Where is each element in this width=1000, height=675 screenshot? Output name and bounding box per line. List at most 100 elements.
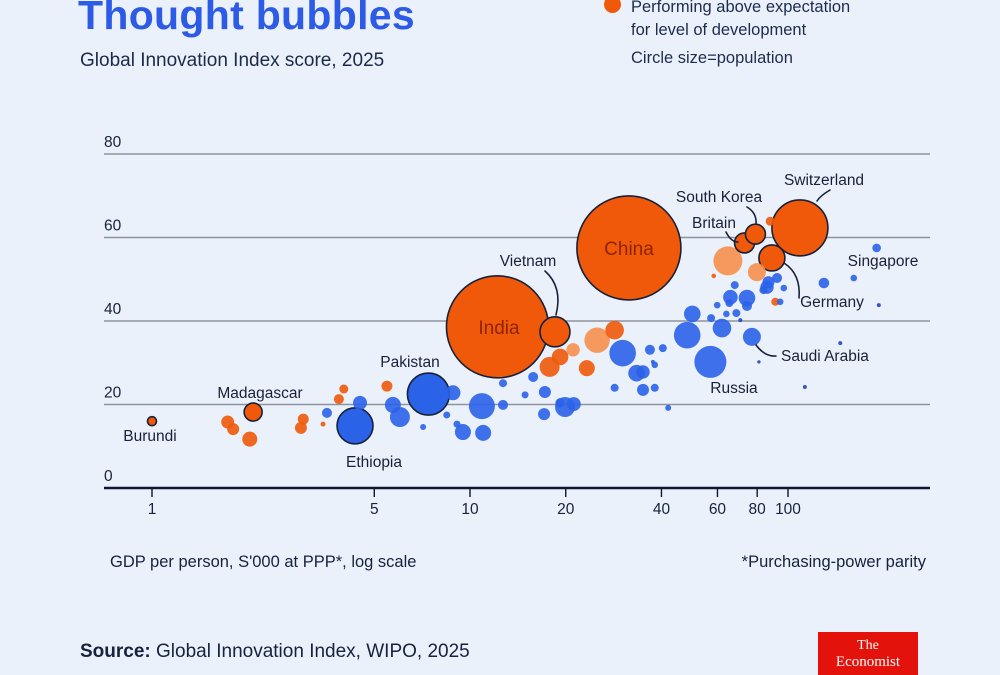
- bubble-burundi: [146, 415, 158, 427]
- source-prefix: Source:: [80, 641, 151, 662]
- ppp-footnote: *Purchasing-power parity: [741, 553, 926, 571]
- legend-label-line1: Performing above expectation: [631, 0, 851, 16]
- bubble-country: [242, 431, 258, 447]
- bubble-country: [730, 281, 739, 290]
- country-label-india: India: [478, 318, 520, 339]
- bubble-china: [576, 195, 682, 301]
- bubble-country: [339, 384, 349, 394]
- x-tick-label-40: 40: [653, 501, 671, 518]
- bubble-country: [538, 385, 551, 398]
- x-tick-label-20: 20: [557, 501, 575, 518]
- bubble-country: [759, 286, 768, 295]
- bubble-country: [673, 321, 701, 349]
- y-tick-label-0: 0: [104, 468, 113, 485]
- y-tick-label-80: 80: [104, 134, 122, 151]
- economist-logo-line1: The: [857, 638, 879, 653]
- bubble-country: [498, 399, 509, 410]
- bubble-ethiopia: [336, 406, 374, 445]
- bubble-country: [802, 384, 807, 389]
- bubble-saudi-arabia: [742, 327, 761, 346]
- bubble-country: [610, 383, 619, 392]
- bubble-country: [294, 421, 307, 434]
- x-tick-label-10: 10: [461, 501, 479, 518]
- country-label-switzerland: Switzerland: [784, 172, 864, 189]
- x-tick-label-60: 60: [709, 501, 727, 518]
- legend-label-line2: for level of development: [631, 21, 807, 39]
- bubble-country: [227, 423, 240, 436]
- bubble-pakistan: [406, 372, 451, 416]
- bubble-country: [475, 424, 492, 441]
- bubble-country: [712, 318, 732, 338]
- bubble-country: [566, 343, 580, 357]
- country-label-britain: Britain: [692, 215, 736, 232]
- leader-line-switzerland: [816, 189, 831, 202]
- bubble-madagascar: [243, 402, 263, 422]
- page-title: Thought bubbles: [78, 0, 415, 38]
- legend: Performing above expectation for level o…: [604, 0, 964, 68]
- economist-logo: The Economist: [818, 632, 918, 675]
- economist-logo-line2: Economist: [835, 654, 901, 670]
- bubble-country: [707, 314, 716, 323]
- leader-line-britain: [725, 231, 739, 243]
- bubble-country: [725, 299, 734, 308]
- country-label-germany: Germany: [800, 294, 864, 311]
- y-tick-label-20: 20: [104, 385, 122, 402]
- bubble-country: [683, 305, 701, 323]
- legend-orange-dot-icon: [604, 0, 621, 13]
- y-tick-label-40: 40: [104, 301, 122, 318]
- country-label-vietnam: Vietnam: [500, 253, 557, 270]
- x-tick-label-80: 80: [749, 501, 767, 518]
- bubble-country: [741, 300, 752, 311]
- country-label-pakistan: Pakistan: [380, 354, 439, 371]
- bubble-country: [747, 263, 766, 282]
- country-label-russia: Russia: [710, 380, 758, 397]
- country-label-south-korea: South Korea: [676, 189, 763, 206]
- bubble-country: [850, 274, 858, 282]
- bubble-country: [711, 273, 717, 279]
- country-label-burundi: Burundi: [123, 428, 176, 445]
- leader-line-germany: [783, 262, 801, 299]
- bubble-country: [636, 365, 650, 379]
- bubble-country: [771, 297, 780, 306]
- bubble-country: [765, 216, 775, 226]
- bubble-russia: [694, 345, 727, 378]
- bubble-country: [443, 411, 451, 419]
- bubble-country: [353, 395, 368, 410]
- bubble-country: [713, 246, 743, 276]
- bubble-country: [818, 277, 830, 289]
- bubble-country: [521, 391, 529, 399]
- x-tick-label-5: 5: [370, 501, 379, 518]
- x-tick-label-100: 100: [775, 501, 801, 518]
- bubble-country: [876, 303, 881, 308]
- country-label-saudi-arabia: Saudi Arabia: [781, 348, 869, 365]
- bubble-country: [321, 407, 332, 418]
- bubble-country: [650, 359, 655, 364]
- bubble-country: [738, 289, 756, 307]
- bubble-country: [776, 298, 784, 306]
- bubble-country: [453, 420, 461, 428]
- country-label-singapore: Singapore: [848, 253, 919, 270]
- bubble-country: [723, 310, 730, 318]
- bubble-country: [772, 272, 783, 283]
- bubble-country: [732, 309, 741, 318]
- leader-line-south-korea: [746, 206, 757, 225]
- bubble-south-korea: [744, 223, 767, 245]
- bubble-country: [658, 344, 667, 353]
- bubble-country: [320, 421, 326, 427]
- bubble-country: [384, 396, 401, 413]
- bubble-country: [738, 318, 743, 323]
- bubble-germany: [758, 244, 786, 272]
- bubble-country: [605, 320, 624, 340]
- bubble-country: [780, 284, 788, 292]
- bubble-country: [578, 360, 595, 377]
- bubble-country: [584, 327, 610, 353]
- bubble-country: [381, 380, 393, 392]
- country-label-china: China: [604, 239, 654, 260]
- bubble-country: [609, 339, 636, 367]
- bubble-country: [650, 383, 659, 392]
- bubble-country: [665, 404, 672, 411]
- bubble-country: [538, 408, 551, 421]
- legend-label: Performing above expectation for level o…: [631, 0, 850, 42]
